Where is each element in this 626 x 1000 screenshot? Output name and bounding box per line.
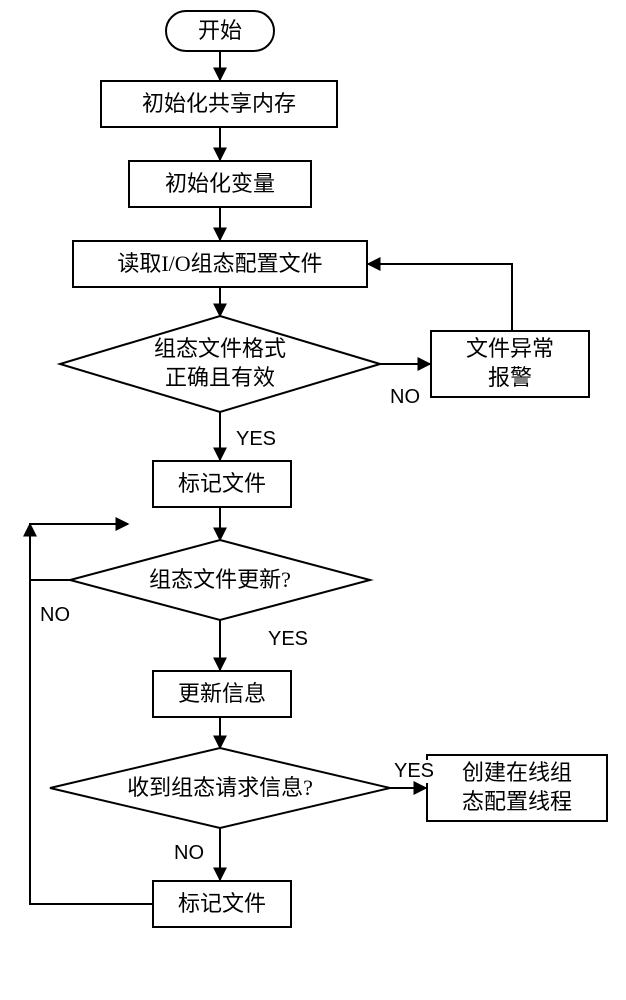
node-init-shm-label: 初始化共享内存 <box>142 90 296 119</box>
node-create-label: 创建在线组 态配置线程 <box>462 759 572 816</box>
node-start-label: 开始 <box>198 17 242 46</box>
node-start: 开始 <box>165 10 275 52</box>
node-dec1-label: 组态文件格式 正确且有效 <box>60 316 380 412</box>
node-init-shm: 初始化共享内存 <box>100 80 338 128</box>
edge-label-dec2-no: NO <box>40 604 70 627</box>
node-alarm-label: 文件异常 报警 <box>466 335 554 392</box>
node-mark1: 标记文件 <box>152 460 292 508</box>
edge-label-dec1-no: NO <box>390 386 420 409</box>
node-dec2: 组态文件更新? <box>70 540 370 620</box>
node-dec3-label: 收到组态请求信息? <box>50 748 390 828</box>
edge-label-dec3-yes: YES <box>394 760 434 783</box>
node-dec2-label: 组态文件更新? <box>70 540 370 620</box>
node-dec3: 收到组态请求信息? <box>50 748 390 828</box>
node-update-label: 更新信息 <box>178 680 266 709</box>
node-alarm: 文件异常 报警 <box>430 330 590 398</box>
edge-label-dec3-no: NO <box>174 842 204 865</box>
node-read-io-label: 读取I/O组态配置文件 <box>117 250 322 279</box>
node-mark2-label: 标记文件 <box>178 890 266 919</box>
node-update: 更新信息 <box>152 670 292 718</box>
node-init-var-label: 初始化变量 <box>165 170 275 199</box>
node-mark2: 标记文件 <box>152 880 292 928</box>
node-init-var: 初始化变量 <box>128 160 312 208</box>
flowchart-container: 开始 初始化共享内存 初始化变量 读取I/O组态配置文件 组态文件格式 正确且有… <box>0 0 626 1000</box>
node-mark1-label: 标记文件 <box>178 470 266 499</box>
node-read-io: 读取I/O组态配置文件 <box>72 240 368 288</box>
node-create: 创建在线组 态配置线程 <box>426 754 608 822</box>
node-dec1: 组态文件格式 正确且有效 <box>60 316 380 412</box>
edge-label-dec2-yes: YES <box>268 628 308 651</box>
edge-label-dec1-yes: YES <box>236 428 276 451</box>
edges-svg <box>0 0 626 1000</box>
